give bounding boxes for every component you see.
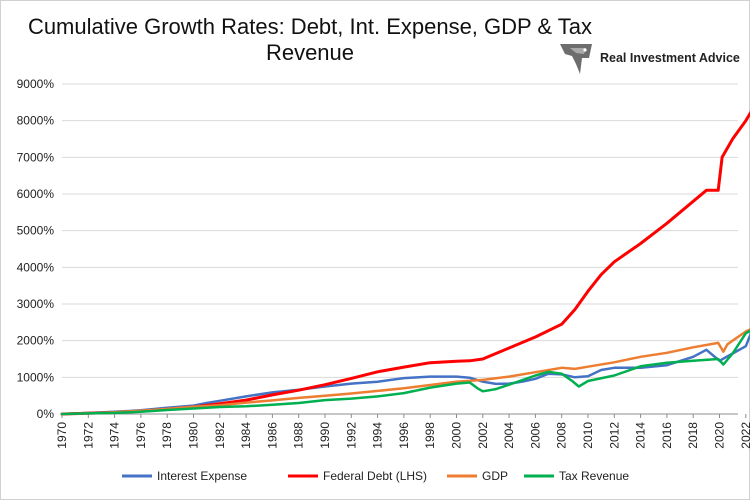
- x-tick-label: 2006: [528, 422, 542, 449]
- series-lines: [60, 110, 750, 416]
- x-tick-label: 1970: [55, 422, 69, 449]
- y-tick-label: 4000%: [17, 260, 55, 274]
- chart-title-line2: Revenue: [265, 40, 355, 65]
- x-tick-label: 1976: [134, 422, 148, 449]
- x-tick-label: 2020: [713, 422, 727, 449]
- x-tick-label: 1978: [160, 422, 174, 449]
- y-tick-label: 1000%: [17, 370, 55, 384]
- x-tick-label: 2000: [450, 422, 464, 449]
- y-tick-label: 0%: [37, 407, 55, 421]
- x-tick-label: 1984: [239, 422, 253, 449]
- brand-logo: Real Investment Advice: [556, 38, 746, 84]
- x-tick-label: 2014: [634, 422, 648, 449]
- x-tick-label: 1986: [265, 422, 279, 449]
- legend-label: Federal Debt (LHS): [323, 469, 427, 483]
- eagle-icon: [560, 44, 592, 74]
- x-tick-label: 2008: [555, 422, 569, 449]
- y-axis-tick-labels: 0% 1000% 2000% 3000% 4000% 5000% 6000% 7000% 800…: [17, 77, 55, 421]
- y-tick-label: 6000%: [17, 187, 55, 201]
- chart-title: Cumulative Growth Rates: Debt, Int. Expe…: [10, 14, 610, 66]
- x-tick-label: 1972: [81, 422, 95, 449]
- y-tick-label: 8000%: [17, 114, 55, 128]
- x-tick-label: 2010: [581, 422, 595, 449]
- y-tick-label: 2000%: [17, 334, 55, 348]
- x-tick-label: 1996: [397, 422, 411, 449]
- x-tick-label: 1998: [423, 422, 437, 449]
- series-line: [60, 328, 750, 416]
- x-tick-label: 2012: [607, 422, 621, 449]
- x-tick-label: 2018: [686, 422, 700, 449]
- series-line: [60, 332, 750, 416]
- y-tick-label: 9000%: [17, 77, 55, 91]
- brand-name: Real Investment Advice: [600, 51, 740, 65]
- y-tick-label: 3000%: [17, 297, 55, 311]
- x-tick-label: 1992: [344, 422, 358, 449]
- legend: Interest Expense Federal Debt (LHS) GDP Tax…: [122, 469, 629, 483]
- chart-title-line1: Cumulative Growth Rates: Debt, Int. Expe…: [27, 14, 593, 39]
- x-tick-label: 2016: [660, 422, 674, 449]
- x-tick-label: 1988: [292, 422, 306, 449]
- x-tick-label: 1974: [108, 422, 122, 449]
- y-tick-label: 7000%: [17, 150, 55, 164]
- legend-label: Tax Revenue: [559, 469, 629, 483]
- gridlines: [62, 83, 738, 378]
- x-tick-label: 1994: [371, 422, 385, 449]
- axes: [61, 413, 747, 418]
- x-tick-label: 2004: [502, 422, 516, 449]
- y-tick-label: 5000%: [17, 224, 55, 238]
- x-tick-label: 1982: [213, 422, 227, 449]
- legend-label: GDP: [482, 469, 508, 483]
- series-line: [60, 329, 750, 416]
- x-tick-label: 1990: [318, 422, 332, 449]
- legend-label: Interest Expense: [157, 469, 247, 483]
- x-tick-label: 2002: [476, 422, 490, 449]
- x-tick-label: 2022: [739, 422, 750, 449]
- x-tick-label: 1980: [187, 422, 201, 449]
- x-axis-tick-labels: 1970 1972 1974 1976 1978 1980 1982 1984 1986 1988…: [55, 422, 750, 449]
